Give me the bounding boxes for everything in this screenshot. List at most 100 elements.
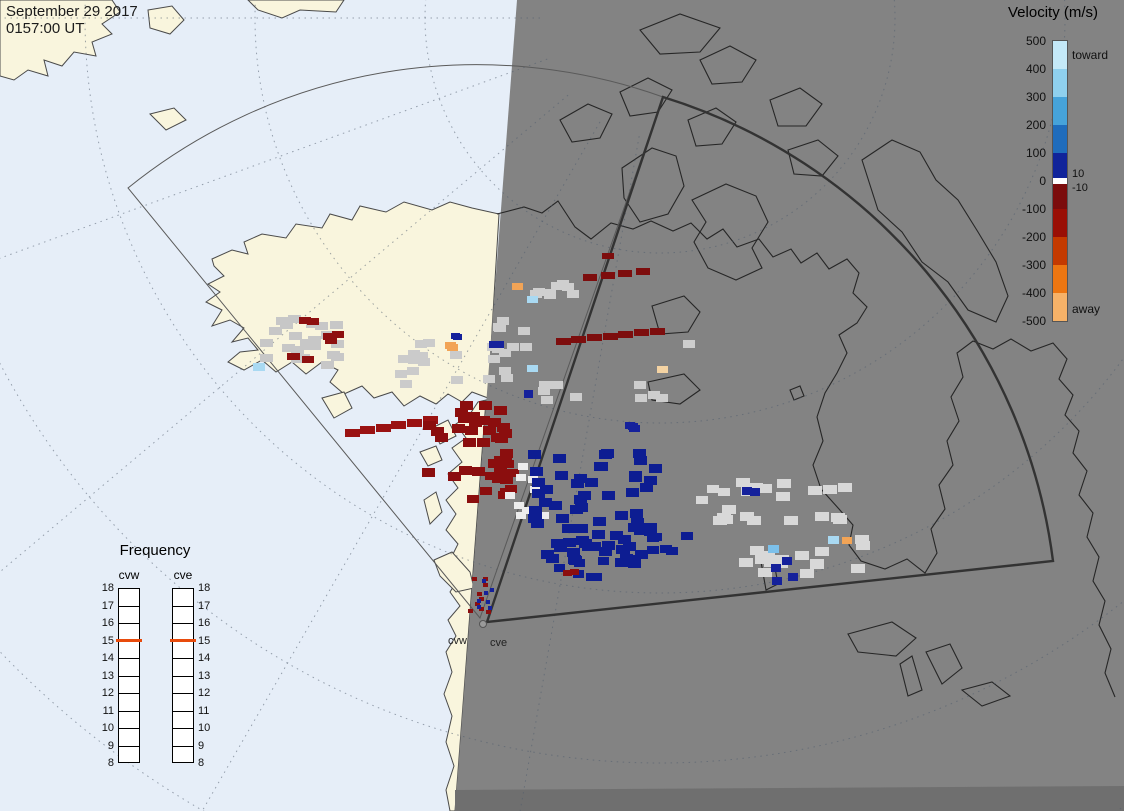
frequency-bar-cell [119,642,139,659]
echo-cell [602,491,615,500]
away-label: away [1072,302,1101,316]
echo-cell [491,433,504,442]
echo-cell [330,321,343,329]
freq-tick-right: 16 [198,617,211,629]
vel-seg-zero-gap [1053,178,1067,184]
echo-cell [574,495,587,504]
echo-cell [331,340,344,348]
lake-superior [847,621,917,657]
echo-cell [407,367,419,375]
echo-cell [398,355,410,363]
echo-cell [574,474,587,483]
freq-column-label-cve: cve [173,568,193,582]
freq-tick-right: 15 [198,634,211,647]
velocity-colorbar [1052,40,1068,322]
echo-cell [595,462,608,471]
echo-cell [507,343,519,351]
echo-cell [556,338,571,345]
echo-cell [541,396,553,404]
freq-tick-right: 9 [198,739,205,752]
echo-cell [488,459,501,468]
island-baffin [861,139,1009,323]
echo-cell [555,471,568,480]
echo-cell [447,344,458,351]
freq-tick-right: 13 [198,669,211,682]
echo-cell [549,501,562,510]
vel-tick-label: -100 [1021,202,1046,216]
echo-cell [485,472,497,480]
echo-cell [838,483,852,492]
velocity-legend: Velocity (m/s) toward away 500 400 300 200 1… [1000,2,1124,334]
echo-cell [771,564,781,572]
echo-cell [772,577,782,585]
echo-cell [554,564,565,572]
echo-cell [499,349,511,357]
echo-cell [307,318,319,325]
echo-cell [635,550,648,559]
date-text: September 29 2017 [6,3,138,20]
echo-cell [497,317,509,325]
freq-tick-right: 12 [198,687,211,699]
echo-cell [488,606,492,610]
echo-cell [494,467,507,476]
echo-cell [599,450,612,459]
echo-cell [516,512,526,519]
echo-cell [497,423,510,432]
echo-cell [649,464,662,473]
vel-seg-away-3 [1053,265,1067,293]
vel-tick-label: 200 [1025,118,1046,132]
frequency-bar-cell [173,694,193,712]
echo-cell [623,542,636,551]
echo-cell [650,533,662,541]
velocity-legend-title: Velocity (m/s) [1008,4,1099,21]
echo-cell [463,438,476,447]
radar-echo-cells [253,253,870,614]
echo-cell [499,429,512,438]
echo-cell [260,339,273,347]
echo-cell [518,463,528,470]
echo-cell [587,334,602,341]
echo-cell [260,354,273,362]
echo-cell [736,478,750,487]
echo-cell [529,506,542,515]
echo-cell [501,374,513,382]
vel-tick-label: -400 [1021,286,1046,300]
freq-tick-left: 16 [101,617,114,629]
frequency-bar-cell [173,712,193,729]
echo-cell [483,426,496,435]
echo-cell [507,469,519,477]
coastline-top-strip [247,0,345,19]
graticule-circle [84,0,1124,594]
echo-cell [539,381,551,389]
echo-cell [484,591,488,595]
island-small-keewatin [789,385,805,401]
echo-cell [514,502,524,509]
echo-cell [486,610,491,614]
echo-cell [855,535,869,544]
radar-site-dot [479,620,487,628]
echo-cell [739,558,753,567]
echo-cell [618,535,631,544]
echo-cell [647,546,659,554]
echo-cell [657,366,668,373]
echo-cell [518,327,530,335]
echo-cell [538,387,550,395]
echo-cell [423,416,438,424]
frequency-bar-cell [119,729,139,747]
echo-cell [831,513,845,522]
graticule-meridian [0,58,548,259]
echo-cell [629,471,642,480]
echo-cell [758,568,772,577]
freq-tick-right: 18 [198,582,211,594]
island-victoria [691,183,769,281]
frequency-bar-cell [173,677,193,694]
toward-label: toward [1072,48,1109,62]
echo-cell [777,479,791,488]
echo-cell [479,597,484,601]
frequency-bar-cell [173,747,193,765]
echo-cell [603,333,618,340]
echo-cell [648,391,660,399]
echo-cell [303,342,316,350]
echo-cell [415,340,427,348]
island-ellesmere [639,13,721,55]
